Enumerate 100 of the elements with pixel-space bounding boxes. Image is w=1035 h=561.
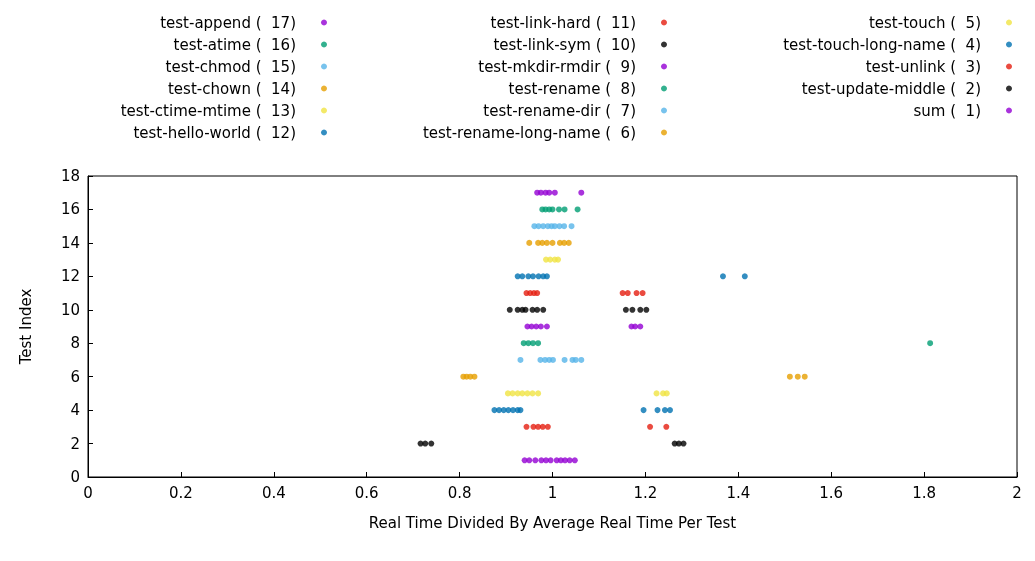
point [422,440,429,447]
point [801,373,808,380]
point [578,189,585,196]
legend-label: test-update-middle ( 2) [801,79,981,98]
legend-label: test-ctime-mtime ( 13) [120,101,296,120]
legend-label: test-hello-world ( 12) [133,123,296,142]
point [741,273,748,280]
y-tick-label: 0 [70,468,80,486]
point [534,306,541,313]
legend-label: test-rename ( 8) [508,79,636,98]
point [547,457,554,464]
point [519,273,526,280]
point [927,340,934,347]
point [549,239,556,246]
point [568,223,575,230]
point [578,356,585,363]
point [537,323,544,330]
point [543,239,550,246]
x-axis-title: Real Time Divided By Average Real Time Per Test [368,513,737,532]
y-tick-label: 10 [60,300,80,319]
point [530,273,536,280]
point [667,407,674,414]
point [539,423,546,430]
point [543,323,550,330]
y-tick-label: 18 [60,167,80,185]
point [561,356,568,363]
x-tick-label: 0.8 [447,483,472,502]
legend-label: test-chmod ( 15) [165,57,296,76]
y-tick-label: 16 [60,200,80,219]
point [496,407,503,414]
point [519,390,526,397]
point [556,206,562,213]
point [680,440,687,447]
point [647,423,654,430]
legend-label: test-touch ( 5) [868,13,981,32]
point [653,390,660,397]
legend-label: test-chown ( 14) [167,79,296,98]
legend-label: test-touch-long-name ( 4) [783,35,981,54]
point [540,306,547,313]
point [624,290,631,297]
x-tick-label: 0.6 [354,483,379,502]
point [637,306,644,313]
point [571,457,578,464]
y-tick-label: 8 [70,334,80,353]
x-tick-label: 1 [547,483,558,502]
point [555,256,562,263]
legend-label: test-rename-dir ( 7) [483,101,636,120]
point [517,356,524,363]
point [561,223,568,230]
legend-label: sum ( 1) [913,101,981,120]
point [546,189,553,196]
point [633,290,640,297]
point [428,440,435,447]
y-tick-label: 4 [70,401,80,420]
legend-label: test-mkdir-rmdir ( 9) [478,57,636,76]
point [640,407,647,414]
point [544,423,551,430]
point [786,373,793,380]
x-tick-label: 1.8 [912,483,937,502]
legend-label: test-unlink ( 3) [865,57,981,76]
point [639,290,646,297]
point [565,239,572,246]
y-tick-label: 2 [70,434,80,453]
point [561,206,568,213]
x-tick-label: 0 [83,483,93,502]
legend-label: test-rename-long-name ( 6) [422,123,636,142]
point [523,423,530,430]
point [719,273,726,280]
point [663,423,670,430]
point [532,457,539,464]
legend-label: test-link-hard ( 11) [490,13,636,32]
legend-label: test-atime ( 16) [173,35,296,54]
y-tick-label: 6 [70,367,80,386]
point [534,290,541,297]
point [661,407,668,414]
point [629,306,636,313]
point [526,457,533,464]
x-tick-label: 1.6 [819,483,844,502]
x-tick-label: 1.4 [726,483,751,502]
x-tick-label: 0.4 [261,483,286,502]
point [566,457,573,464]
point [654,407,661,414]
point [622,306,629,313]
y-axis-title: Test Index [16,288,35,366]
legend-label: test-link-sym ( 10) [493,35,636,54]
x-tick-label: 0.2 [168,483,193,502]
point [524,390,531,397]
x-tick-label: 1.2 [633,483,658,502]
point [471,373,478,380]
point [643,306,650,313]
point [510,407,517,414]
legend-label: test-append ( 17) [160,13,296,32]
point [535,340,542,347]
point [561,239,568,246]
x-tick-label: 2 [1012,483,1022,502]
point [526,239,533,246]
point [551,189,558,196]
point [619,290,626,297]
y-tick-label: 12 [60,267,80,286]
point [506,306,513,313]
